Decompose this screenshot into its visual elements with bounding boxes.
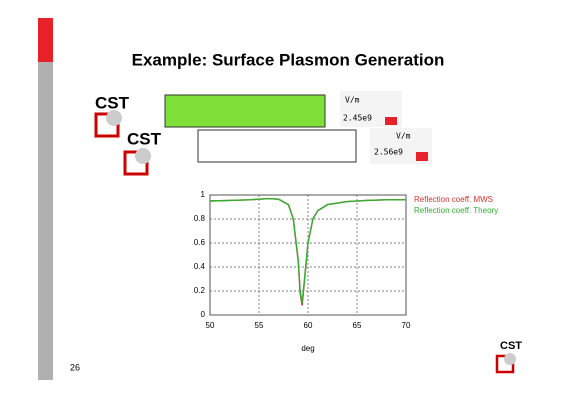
page-number: 26: [70, 362, 80, 372]
x-tick-label: 65: [353, 321, 362, 330]
y-tick-label: 0.6: [194, 238, 206, 247]
colorbar-unit: V/m: [345, 96, 360, 105]
x-tick-label: 55: [255, 321, 264, 330]
x-tick-label: 70: [402, 321, 411, 330]
logo-text: CST: [500, 340, 522, 352]
side-bar: [38, 62, 53, 380]
x-tick-label: 60: [304, 321, 313, 330]
y-tick-label: 0: [201, 310, 206, 319]
colorbar-max: 2.56e9: [374, 148, 403, 157]
logo: CST: [123, 129, 162, 176]
logo: CST: [495, 340, 522, 374]
slide-title: Example: Surface Plasmon Generation: [132, 50, 445, 69]
legend-entry: Reflection coeff. Theory: [414, 206, 498, 215]
field-image: [197, 129, 357, 163]
legend-entry: Reflection coeff. MWS: [414, 195, 493, 204]
colorbar: [385, 117, 397, 125]
logo-icon: [106, 110, 122, 126]
logo-text: CST: [95, 93, 130, 112]
chart: 0 0.2 0.4 0.6 0.8 1 50 55 60 65 70 deg Reflection co…: [194, 190, 498, 353]
series-line: [209, 197, 406, 304]
logo-text: CST: [127, 129, 162, 148]
colorbar-max: 2.45e9: [343, 114, 372, 123]
field-image: [164, 94, 326, 128]
x-tick-label: 50: [206, 321, 215, 330]
logo: CST: [94, 93, 130, 138]
y-tick-label: 0.4: [194, 262, 206, 271]
logo-icon: [504, 353, 516, 365]
colorbar: [416, 152, 428, 161]
y-tick-label: 0.2: [194, 286, 206, 295]
logo-icon: [135, 148, 151, 164]
accent-bar: [38, 18, 53, 62]
y-tick-label: 1: [201, 190, 206, 199]
colorbar-unit: V/m: [396, 132, 411, 141]
y-tick-label: 0.8: [194, 214, 206, 223]
x-axis-label: deg: [301, 344, 314, 353]
